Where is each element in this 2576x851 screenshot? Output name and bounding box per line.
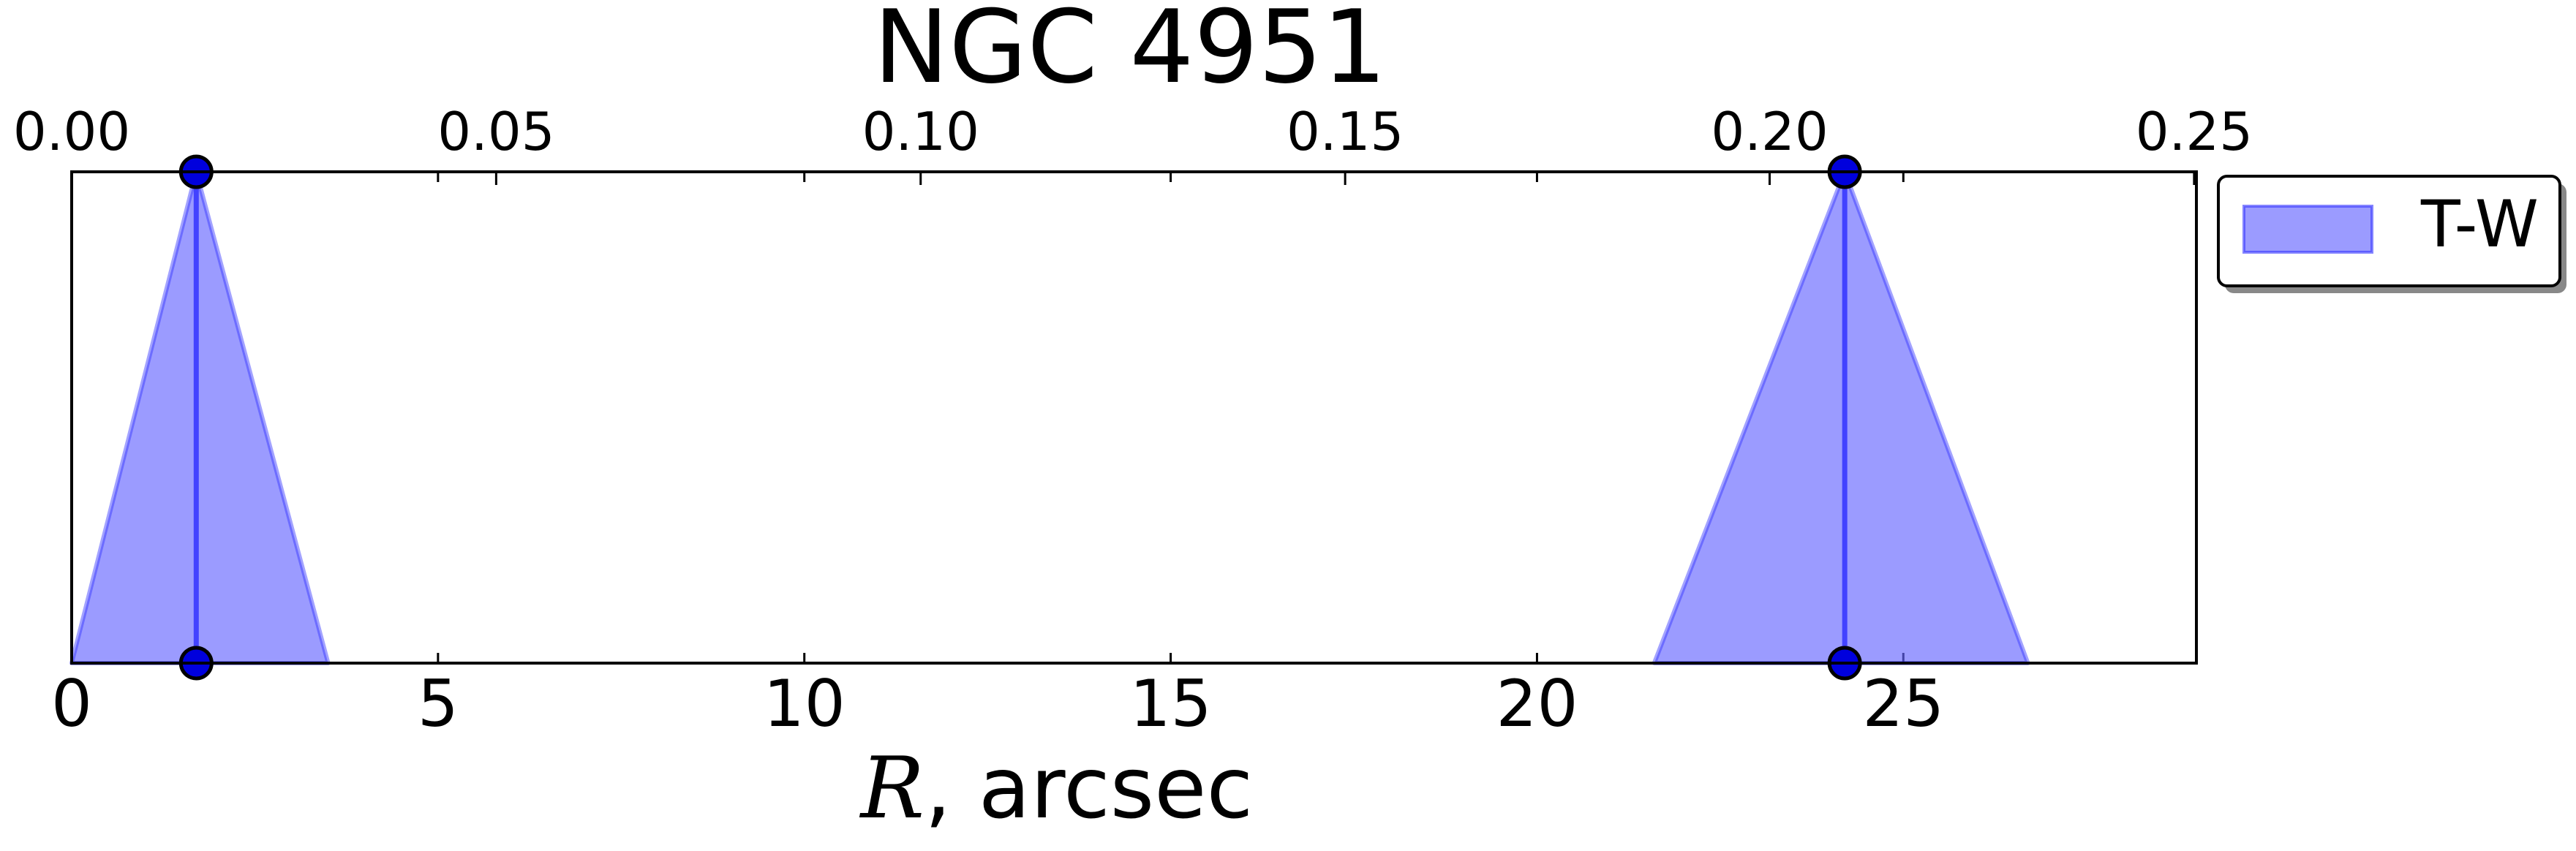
x-tick-label: 0 [51,666,92,741]
x-axis-label-variable: R [859,739,924,838]
legend: T-W [2217,175,2566,293]
top-tick-label: 0.10 [862,101,979,162]
x-tick-label: 15 [1130,666,1212,741]
x-tick-label: 5 [418,666,459,741]
plot-frame [70,170,2198,665]
series-area [1652,170,2030,665]
x-tick-label: 25 [1862,666,1944,741]
legend-box [2217,175,2561,287]
chart-title: NGC 4951 [873,0,1387,106]
top-tick-label: 0.05 [437,101,554,162]
top-tick-label: 0.25 [2136,101,2253,162]
x-tick-label: 10 [764,666,846,741]
plot-area [69,154,2030,681]
x-tick-label: 20 [1496,666,1578,741]
legend-swatch [2242,205,2373,254]
top-tick-label: 0.15 [1287,101,1404,162]
top-axis-ticks: 0.00 0.05 0.10 0.15 0.20 0.25 [13,101,2253,185]
x-axis-label: R, arcsec [859,739,1254,838]
x-axis-label-unit: , arcsec [924,739,1253,838]
legend-label: T-W [2420,186,2539,262]
top-tick-label: 0.00 [13,101,130,162]
top-tick-label: 0.20 [1711,101,1828,162]
series-area [69,170,331,665]
bottom-axis-ticks: 0 5 10 15 20 25 [51,172,1944,741]
